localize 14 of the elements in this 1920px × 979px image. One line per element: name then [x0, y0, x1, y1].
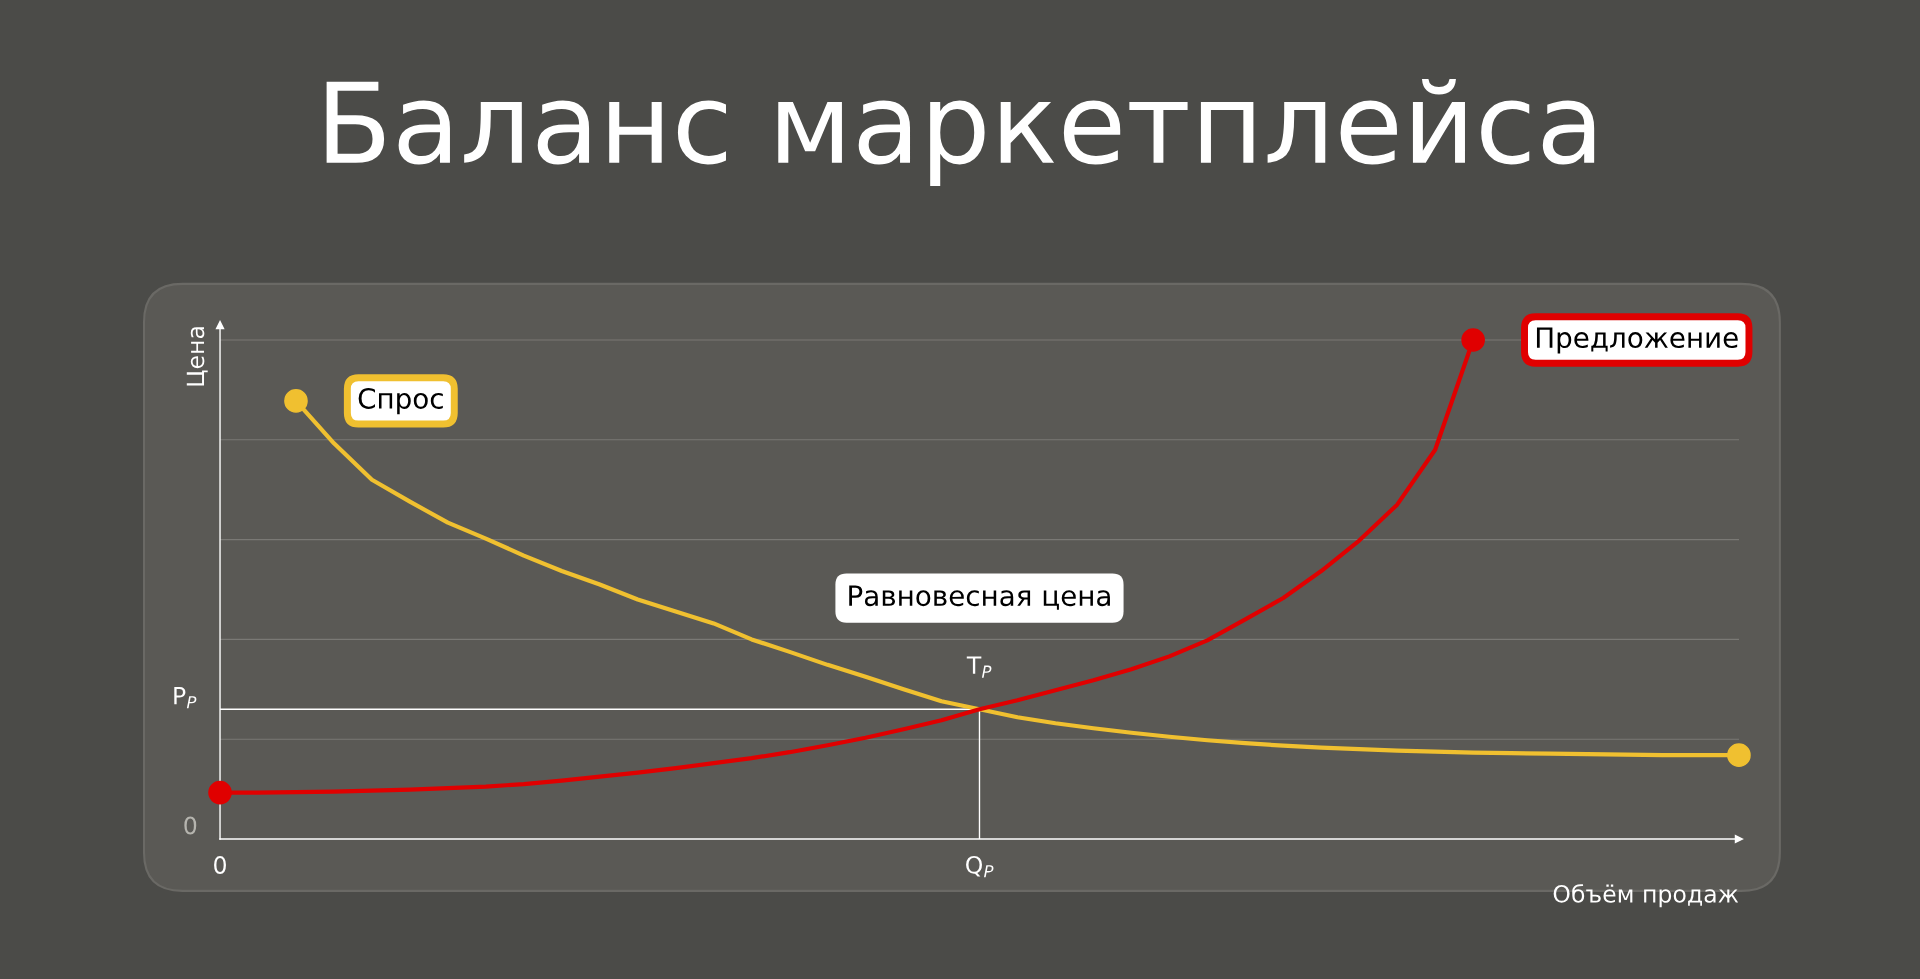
point — [284, 389, 308, 413]
x-axis-title: Объём продаж — [1553, 884, 1739, 908]
chart-title: Баланс маркетплейса — [326, 78, 1595, 186]
point — [1727, 743, 1751, 767]
annotation: T$_{P}$ — [966, 656, 992, 678]
text: 0 — [184, 816, 197, 835]
y-axis-title: Цена — [186, 327, 208, 386]
series-label: Спрос — [358, 387, 443, 415]
x-tick-label: Q$_{P}$ — [966, 855, 994, 878]
series-label: Предложение — [1536, 327, 1738, 354]
point — [1461, 328, 1485, 352]
ref-line-label: P$_{P}$ — [174, 687, 197, 709]
annotation: Равновесная цена — [849, 585, 1110, 610]
point — [208, 780, 232, 805]
